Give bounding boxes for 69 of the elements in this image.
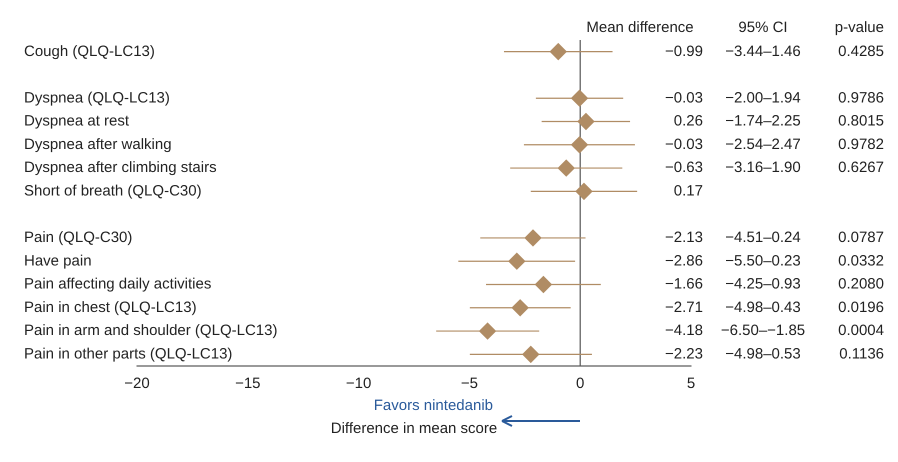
- point: [524, 229, 542, 246]
- text: 95% CI: [738, 19, 788, 36]
- y-tick-label: Dyspnea at rest: [24, 112, 130, 130]
- text: 0.9786: [838, 89, 884, 106]
- text: 0.6267: [838, 159, 884, 176]
- text: 0.8015: [838, 112, 884, 130]
- text: −4.98–0.53: [725, 346, 801, 362]
- text: −6.50–−1.85: [720, 322, 806, 340]
- text: 0.9782: [838, 136, 884, 153]
- annotation: −0.03: [665, 89, 703, 106]
- point: [550, 43, 567, 60]
- point: [522, 346, 540, 363]
- y-tick-label: Pain affecting daily activities: [24, 276, 212, 293]
- text: −4.51–0.24: [725, 229, 801, 246]
- x-tick-label: −5: [460, 375, 478, 392]
- annotation: −0.03: [665, 136, 703, 153]
- y-tick-label: Dyspnea after climbing stairs: [24, 159, 217, 176]
- y-tick-label: Cough (QLQ-LC13): [24, 42, 155, 60]
- text: 0.2080: [838, 276, 884, 293]
- point: [479, 322, 496, 340]
- text: 0.0787: [838, 229, 884, 246]
- annotation: −2.23: [665, 346, 703, 362]
- text: −4.25–0.93: [725, 276, 801, 293]
- point: [571, 90, 588, 107]
- y-tick-label: Pain in other parts (QLQ-LC13): [24, 346, 232, 362]
- text: −4.98–0.43: [725, 298, 801, 316]
- annotation: −2.71: [665, 298, 703, 316]
- text: Favors nintedanib: [374, 397, 493, 414]
- y-tick-label: Dyspnea (QLQ-LC13): [24, 89, 170, 106]
- x-tick-label: 5: [686, 375, 696, 392]
- point: [577, 113, 594, 130]
- text: 0.1136: [839, 346, 884, 362]
- point: [571, 136, 588, 154]
- y-tick-label: Have pain: [24, 252, 92, 270]
- text: 0.0332: [838, 252, 884, 270]
- text: −3.16–1.90: [725, 159, 801, 176]
- point: [575, 182, 592, 200]
- point: [508, 252, 526, 270]
- y-tick-label: Pain (QLQ-C30): [24, 229, 132, 246]
- text: −5.50–0.23: [725, 252, 801, 270]
- y-tick-label: Short of breath (QLQ-C30): [24, 182, 202, 200]
- text: p-value: [834, 19, 884, 36]
- annotation: −2.13: [665, 229, 703, 246]
- text: 0.4285: [838, 42, 884, 60]
- annotation: −2.86: [665, 252, 703, 270]
- text: −2.00–1.94: [725, 89, 801, 106]
- x-tick-label: −20: [124, 375, 150, 392]
- x-tick-label: −15: [235, 375, 261, 392]
- annotation: 0.26: [674, 112, 703, 130]
- x-tick-label: 0: [576, 375, 584, 392]
- annotation: 0.17: [674, 182, 703, 200]
- y-tick-label: Pain in arm and shoulder (QLQ-LC13): [24, 322, 278, 340]
- y-tick-label: Dyspnea after walking: [24, 136, 172, 153]
- text: 0.0004: [838, 322, 884, 340]
- point: [512, 299, 529, 316]
- annotation: −4.18: [665, 322, 703, 340]
- x-axis-title: Difference in mean score: [330, 420, 498, 438]
- text: Mean difference: [586, 19, 694, 36]
- point: [534, 276, 552, 293]
- text: 0.0196: [838, 298, 884, 316]
- text: −3.44–1.46: [725, 42, 801, 60]
- y-tick-label: Pain in chest (QLQ-LC13): [24, 298, 197, 316]
- point: [558, 160, 575, 177]
- x-tick-label: −10: [346, 375, 372, 392]
- annotation: −0.99: [665, 42, 703, 60]
- text: −2.54–2.47: [725, 136, 801, 153]
- annotation: −1.66: [665, 276, 703, 293]
- annotation: −0.63: [665, 159, 703, 176]
- text: −1.74–2.25: [725, 112, 801, 130]
